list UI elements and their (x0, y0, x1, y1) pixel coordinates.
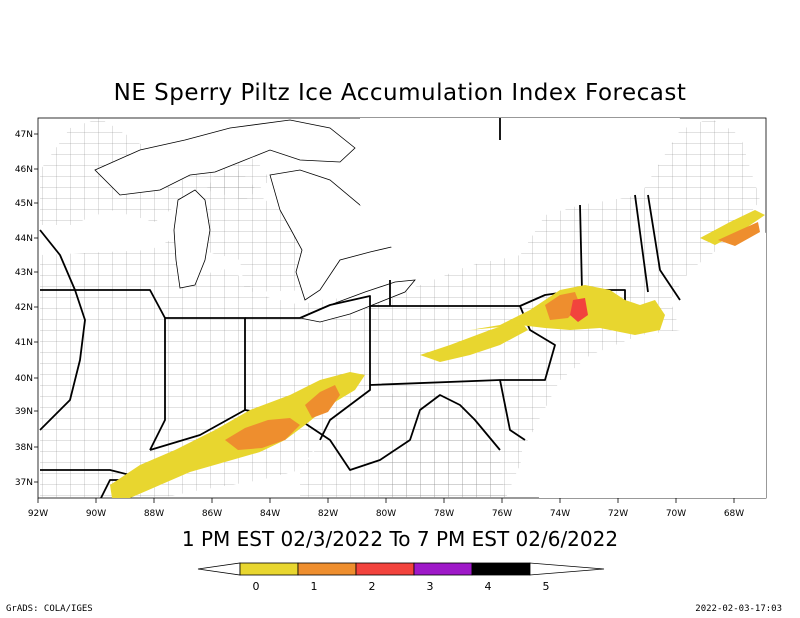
longitude-ticks (37, 498, 735, 503)
ice-band-1-2-ohio (305, 385, 340, 418)
ice-band-0-1-pennsylvania (420, 320, 528, 362)
legend-swatch-0-1 (239, 562, 299, 576)
lake-huron (269, 169, 401, 301)
legend: 0 1 2 3 4 5 (197, 562, 605, 593)
forecast-period: 1 PM EST 02/3/2022 To 7 PM EST 02/6/2022 (181, 527, 619, 551)
legend-label-1: 1 (311, 580, 318, 593)
legend-label-0: 0 (253, 580, 260, 593)
lon-label-74W: 74W (550, 509, 570, 519)
great-lakes (94, 119, 501, 323)
map-title: NE Sperry Piltz Ice Accumulation Index F… (113, 80, 687, 106)
lon-label-72W: 72W (608, 509, 628, 519)
lon-label-92W: 92W (28, 509, 48, 519)
lon-label-76W: 76W (492, 509, 512, 519)
lon-label-90W: 90W (86, 509, 106, 519)
lat-label-37N: 37N (15, 478, 33, 488)
lake-michigan (173, 189, 211, 289)
lat-label-38N: 38N (15, 443, 33, 453)
legend-right-arrow (529, 562, 605, 576)
legend-swatch-4-5 (471, 562, 531, 576)
lon-label-88W: 88W (144, 509, 164, 519)
legend-label-4: 4 (485, 580, 492, 593)
lon-label-82W: 82W (318, 509, 338, 519)
lon-label-80W: 80W (376, 509, 396, 519)
ice-accumulation (110, 210, 765, 498)
ice-band-1-2-maine (718, 222, 760, 246)
ice-band-0-1-maine (700, 210, 765, 245)
legend-swatch-2-3 (355, 562, 415, 576)
lake-erie (298, 279, 416, 323)
lat-label-46N: 46N (15, 165, 33, 175)
legend-swatch-1-2 (297, 562, 357, 576)
lat-label-42N: 42N (15, 303, 33, 313)
ice-band-1-2-kentucky (225, 418, 300, 450)
legend-swatch-3-4 (413, 562, 473, 576)
latitude-axis: 47N 46N 45N 44N 43N 42N 41N 40N 39N 38N … (15, 130, 33, 488)
grads-credit: GrADS: COLA/IGES (6, 604, 93, 614)
issue-timestamp: 2022-02-03-17:03 (695, 604, 782, 614)
lon-label-78W: 78W (434, 509, 454, 519)
ice-band-2-3-hudson (570, 298, 588, 322)
lat-label-44N: 44N (15, 234, 33, 244)
legend-left-arrow (197, 562, 241, 576)
lon-label-86W: 86W (202, 509, 222, 519)
lake-superior (94, 119, 356, 196)
lon-label-84W: 84W (260, 509, 280, 519)
lat-label-43N: 43N (15, 268, 33, 278)
lat-label-45N: 45N (15, 199, 33, 209)
lon-label-68W: 68W (724, 509, 744, 519)
lat-label-39N: 39N (15, 407, 33, 417)
lat-label-47N: 47N (15, 130, 33, 140)
longitude-axis: 92W 90W 88W 86W 84W 82W 80W 78W 76W 74W … (28, 509, 744, 519)
lat-label-40N: 40N (15, 374, 33, 384)
legend-label-2: 2 (369, 580, 376, 593)
lat-label-41N: 41N (15, 338, 33, 348)
ocean-and-canada (360, 118, 766, 498)
latitude-ticks (34, 133, 38, 483)
legend-label-3: 3 (427, 580, 434, 593)
legend-label-5: 5 (543, 580, 550, 593)
state-boundaries (39, 118, 681, 498)
lon-label-70W: 70W (666, 509, 686, 519)
